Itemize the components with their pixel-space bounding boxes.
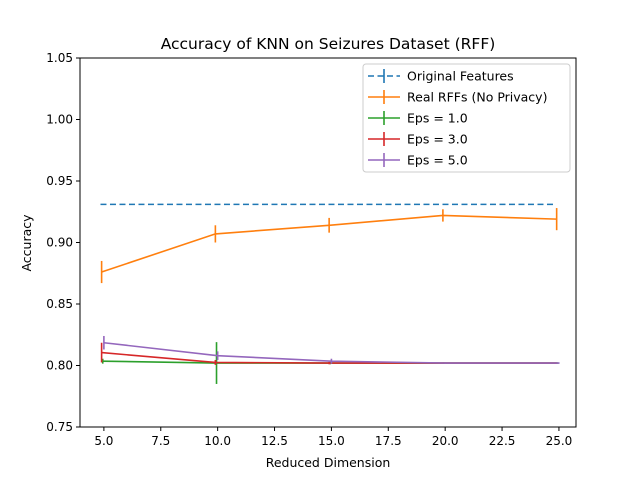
legend-entry: Eps = 3.0 (368, 132, 468, 147)
series-1 (100, 208, 558, 284)
legend-entry: Original Features (368, 69, 514, 84)
y-tick-label: 0.95 (46, 174, 73, 188)
legend-box (362, 63, 571, 173)
chart-title: Accuracy of KNN on Seizures Dataset (RFF… (161, 35, 496, 53)
legend-label: Eps = 1.0 (407, 111, 468, 126)
x-tick-label: 5.0 (94, 434, 113, 448)
legend-label: Eps = 3.0 (407, 132, 468, 147)
legend-entry: Eps = 1.0 (368, 111, 468, 126)
x-axis: 5.0 7.5 10.0 12.5 15.0 17.5 20.0 22.5 25.0 (94, 427, 572, 448)
x-tick-label: 22.5 (489, 434, 516, 448)
y-axis: 0.75 0.80 0.85 0.90 0.95 1.00 1.05 (46, 51, 80, 434)
y-tick-label: 0.85 (46, 297, 73, 311)
legend-entry: Real RFFs (No Privacy) (368, 90, 547, 105)
plot-area (100, 203, 560, 384)
x-tick-label: 25.0 (546, 434, 573, 448)
y-tick-label: 0.90 (46, 236, 73, 250)
y-tick-label: 1.00 (46, 113, 73, 127)
legend-label: Original Features (407, 69, 514, 84)
axes-frame (79, 57, 577, 428)
y-axis-label: Accuracy (19, 214, 34, 272)
legend-entry: Eps = 5.0 (368, 153, 468, 168)
x-tick-label: 7.5 (151, 434, 170, 448)
x-tick-label: 10.0 (204, 434, 231, 448)
legend-label: Eps = 5.0 (407, 153, 468, 168)
x-axis-label: Reduced Dimension (266, 455, 391, 470)
legend: Original Features Real RFFs (No Privacy) E… (362, 63, 571, 173)
y-tick-label: 1.05 (46, 51, 73, 65)
y-tick-label: 0.80 (46, 359, 73, 373)
x-tick-label: 20.0 (432, 434, 459, 448)
x-tick-label: 17.5 (375, 434, 402, 448)
legend-label: Real RFFs (No Privacy) (407, 90, 547, 105)
x-tick-label: 12.5 (261, 434, 288, 448)
series-4 (103, 335, 560, 364)
y-tick-label: 0.75 (46, 420, 73, 434)
x-tick-label: 15.0 (318, 434, 345, 448)
